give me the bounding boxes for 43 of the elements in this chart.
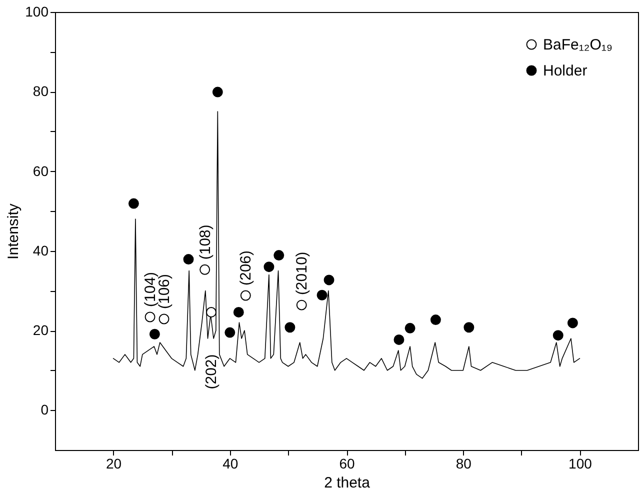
annotation: (104) [142, 272, 160, 308]
x-axis-title: 2 theta [324, 474, 371, 492]
point [206, 306, 216, 318]
legend-label: BaFe₁₂O₁₉ [543, 36, 612, 54]
point [316, 290, 328, 300]
point [128, 198, 139, 209]
y-tick-label: 80 [32, 83, 49, 100]
x-tick-label: 60 [339, 456, 355, 472]
point [430, 314, 441, 326]
point [224, 327, 236, 338]
point [567, 318, 578, 328]
annotation: (108) [196, 224, 214, 260]
point [183, 254, 194, 265]
y-axis-title: Intensity [5, 203, 22, 260]
annotation: (202) [203, 354, 220, 390]
annotation: (2010) [294, 252, 311, 296]
point [404, 322, 416, 334]
point [552, 330, 564, 341]
point [264, 262, 274, 272]
x-tick-label: 100 [568, 456, 592, 472]
point [296, 300, 307, 310]
y-tick-label: 100 [25, 4, 49, 20]
point [200, 264, 210, 275]
legend-label: Holder [543, 62, 588, 80]
point [284, 322, 296, 333]
y-tick-label: 0 [40, 402, 49, 418]
x-tick-label: 80 [456, 456, 472, 472]
point [324, 274, 334, 286]
y-tick-label: 20 [32, 322, 49, 338]
point [149, 328, 160, 340]
point [212, 86, 223, 98]
point [233, 306, 244, 318]
y-tick-label: 60 [32, 162, 49, 179]
point [274, 250, 284, 261]
y-tick-label: 40 [32, 242, 49, 258]
point [144, 312, 156, 322]
point [464, 322, 474, 333]
point [394, 334, 404, 345]
x-tick-label: 40 [222, 456, 238, 472]
point [158, 314, 170, 324]
x-tick-label: 20 [106, 456, 122, 472]
annotation: (206) [238, 250, 255, 286]
point [240, 290, 251, 301]
